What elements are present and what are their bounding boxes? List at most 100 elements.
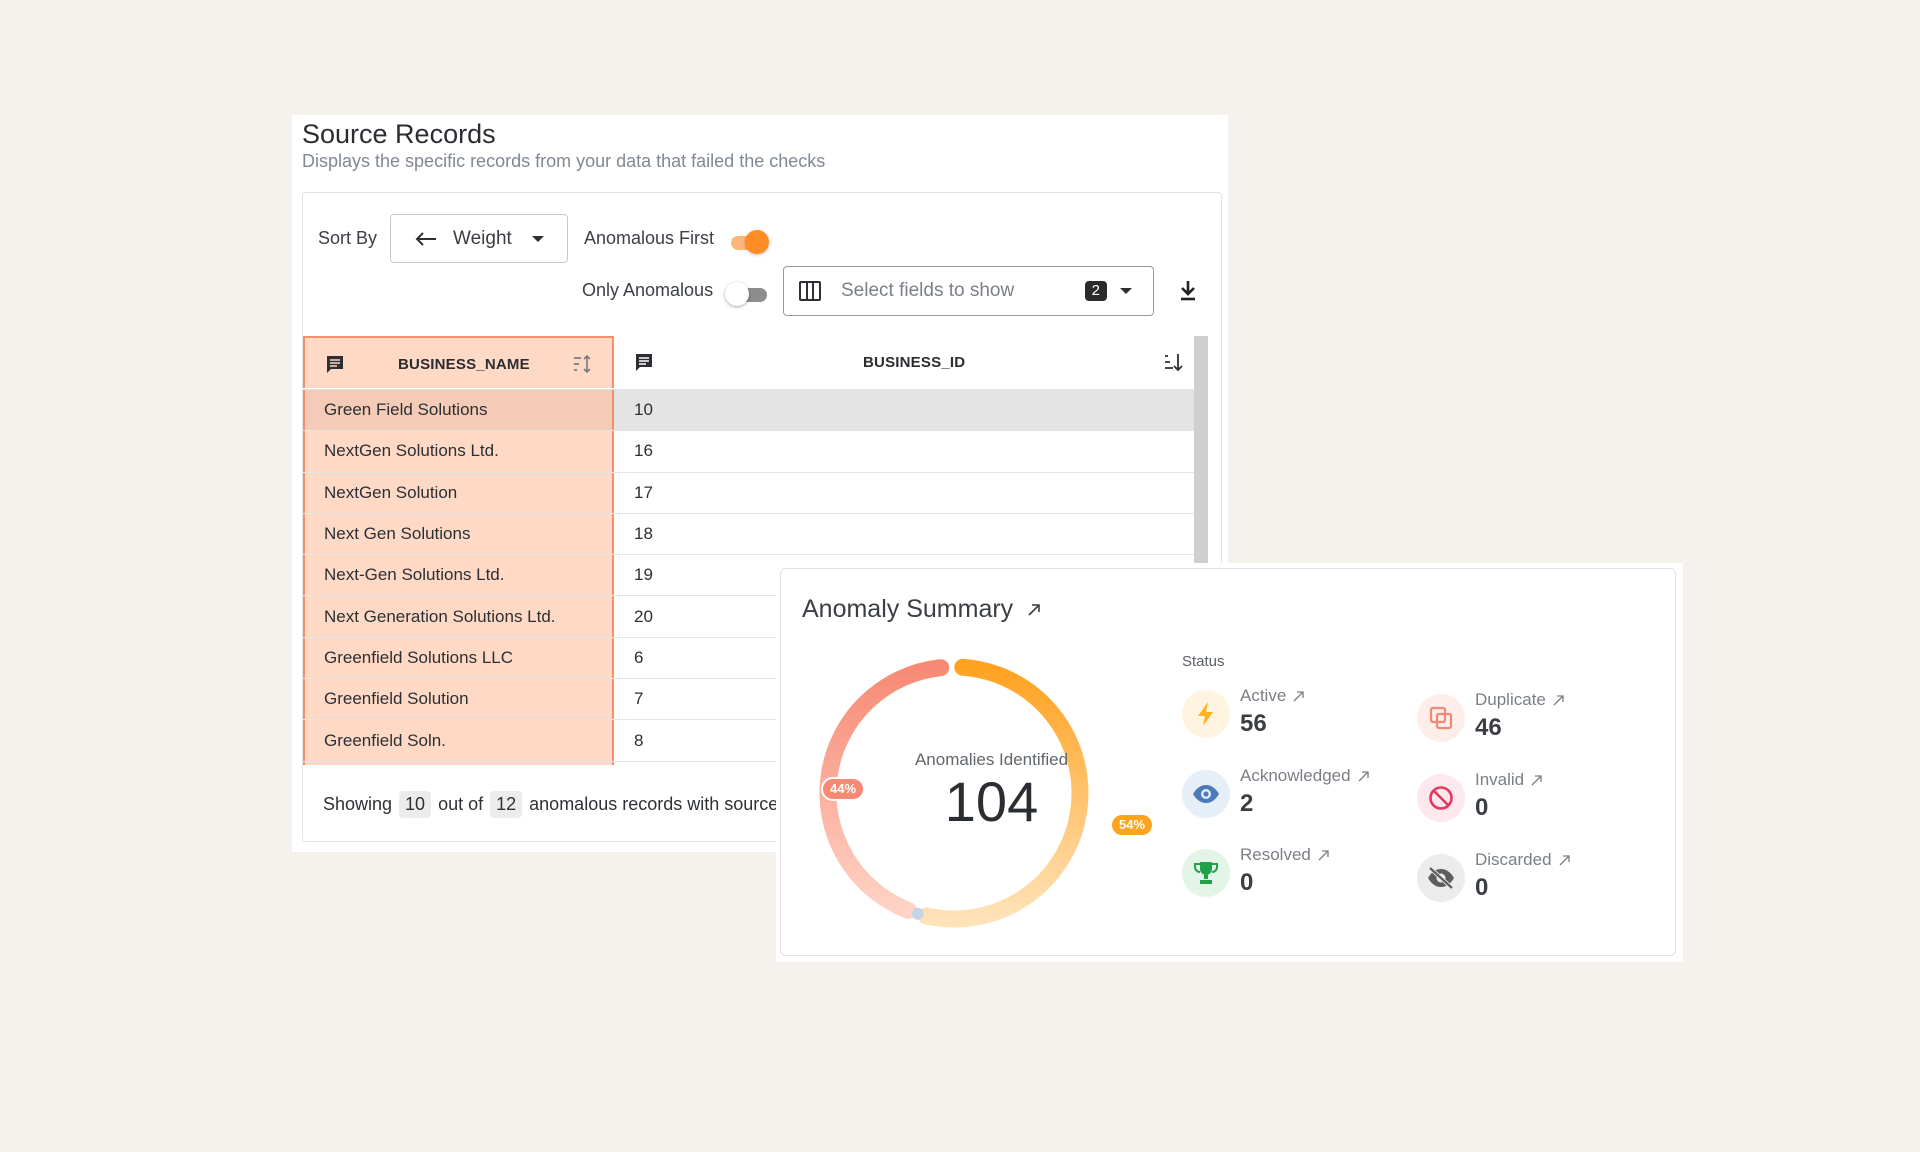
toggle-thumb xyxy=(745,230,769,254)
comment-icon xyxy=(327,356,343,373)
status-name: Discarded xyxy=(1475,850,1570,870)
status-acknowledged[interactable]: Acknowledged 2 xyxy=(1182,766,1402,826)
status-icon-bg xyxy=(1182,690,1230,738)
status-icon-bg xyxy=(1417,854,1465,902)
anomalous-first-toggle[interactable] xyxy=(725,229,769,255)
donut-segment-minor xyxy=(911,907,924,920)
records-panel: Sort By Weight Anomalous First Only Anom… xyxy=(302,192,1222,842)
cell-business-id: 16 xyxy=(634,441,653,461)
anomalies-identified-label: Anomalies Identified xyxy=(914,750,1069,769)
status-duplicate[interactable]: Duplicate 46 xyxy=(1417,690,1637,750)
status-name: Resolved xyxy=(1240,845,1329,865)
cell-business-name: Next Generation Solutions Ltd. xyxy=(303,596,614,637)
eye-off-icon xyxy=(1428,866,1454,890)
table-row[interactable]: Next Generation Solutions Ltd. 20 xyxy=(303,596,1208,638)
footer-suffix: anomalous records with source xyxy=(529,794,779,814)
status-name: Invalid xyxy=(1475,770,1542,790)
table-row[interactable]: Next-Gen Solutions Ltd. 19 xyxy=(303,555,1208,597)
status-value: 56 xyxy=(1240,710,1267,737)
cell-business-name: Green Field Solutions xyxy=(303,390,614,431)
download-icon[interactable] xyxy=(1178,279,1198,301)
footer-out-of: out of xyxy=(438,794,484,814)
cell-business-name: Next-Gen Solutions Ltd. xyxy=(303,555,614,596)
external-link-icon xyxy=(1358,770,1369,781)
sort-icon[interactable] xyxy=(572,354,594,374)
table-body: Green Field Solutions 10 NextGen Solutio… xyxy=(303,390,1208,765)
status-resolved[interactable]: Resolved 0 xyxy=(1182,845,1402,905)
chevron-down-icon xyxy=(1120,288,1132,294)
percent-label-duplicate: 44% xyxy=(821,777,866,801)
external-link-icon xyxy=(1318,849,1329,860)
table-row[interactable]: Greenfield Soln. 8 xyxy=(303,720,1208,762)
page-title: Source Records xyxy=(302,119,496,149)
donut-segment-active[interactable] xyxy=(917,658,1089,928)
sort-select-value: Weight xyxy=(453,227,512,249)
records-table: BUSINESS_NAME BUSINESS_ID xyxy=(303,336,1208,765)
anomaly-summary-card: Anomaly Summary xyxy=(776,563,1683,962)
percent-label-active: 54% xyxy=(1110,813,1155,837)
external-link-icon xyxy=(1531,774,1542,785)
status-icon-bg xyxy=(1417,694,1465,742)
trophy-icon xyxy=(1194,862,1218,884)
anomalies-total: 104 xyxy=(944,770,1039,833)
cell-business-id: 18 xyxy=(634,524,653,544)
comment-icon xyxy=(636,354,652,371)
sort-descending-icon[interactable] xyxy=(1163,352,1185,372)
table-row[interactable]: Greenfield Solution 7 xyxy=(303,679,1208,721)
table-row[interactable]: Green Field Solutions 10 xyxy=(303,390,1208,432)
records-footer: Showing 10 out of 12 anomalous records w… xyxy=(323,791,778,818)
only-anomalous-label: Only Anomalous xyxy=(582,280,714,300)
status-value: 46 xyxy=(1475,714,1502,741)
table-row[interactable]: Next Gen Solutions 18 xyxy=(303,513,1208,556)
copy-icon xyxy=(1429,706,1453,730)
cell-business-name xyxy=(303,761,614,765)
column-label-business-name: BUSINESS_NAME xyxy=(398,356,530,373)
status-icon-bg xyxy=(1417,774,1465,822)
status-icon-bg xyxy=(1182,849,1230,897)
donut-segment-duplicate[interactable] xyxy=(819,659,950,919)
cell-business-id: 8 xyxy=(634,730,644,750)
cell-business-id: 10 xyxy=(614,390,1208,431)
donut-svg xyxy=(819,658,1089,928)
block-icon xyxy=(1429,786,1453,810)
table-row[interactable]: NextGen Solutions Ltd. 16 xyxy=(303,431,1208,473)
table-row[interactable]: Greenfield Solutions LLC 6 xyxy=(303,637,1208,680)
cell-business-name: Greenfield Soln. xyxy=(303,720,614,761)
cell-business-name: Greenfield Solutions LLC xyxy=(303,637,614,679)
page-subtitle: Displays the specific records from your … xyxy=(302,151,826,171)
cell-business-name: NextGen Solutions Ltd. xyxy=(303,431,614,472)
external-link-icon xyxy=(1559,854,1570,865)
table-header: BUSINESS_NAME BUSINESS_ID xyxy=(303,336,1208,390)
cell-business-name: Greenfield Solution xyxy=(303,679,614,720)
footer-showing: Showing xyxy=(323,794,393,814)
cell-business-name: NextGen Solution xyxy=(303,472,614,513)
sort-select[interactable]: Weight xyxy=(390,214,568,263)
anomaly-donut-chart: 44% 54% Anomalies Identified 104 xyxy=(819,641,1164,941)
cell-business-id: 19 xyxy=(634,565,653,585)
external-link-icon xyxy=(1553,694,1564,705)
column-label-business-id: BUSINESS_ID xyxy=(863,354,966,371)
footer-total-count: 12 xyxy=(490,791,523,818)
status-value: 2 xyxy=(1240,790,1254,817)
fields-select[interactable]: Select fields to show 2 xyxy=(783,266,1154,316)
anomalous-first-label: Anomalous First xyxy=(584,228,715,248)
status-active[interactable]: Active 56 xyxy=(1182,686,1402,746)
status-icon-bg xyxy=(1182,770,1230,818)
toggle-thumb xyxy=(725,282,749,306)
fields-count-badge: 2 xyxy=(1084,281,1107,301)
status-invalid[interactable]: Invalid 0 xyxy=(1417,770,1637,830)
status-value: 0 xyxy=(1475,874,1489,901)
anomaly-summary-title-link[interactable]: Anomaly Summary xyxy=(802,595,1041,624)
anomaly-summary-panel: Anomaly Summary xyxy=(780,568,1676,956)
status-heading: Status xyxy=(1182,653,1225,670)
table-row[interactable]: NextGen Solution 17 xyxy=(303,472,1208,514)
only-anomalous-toggle[interactable] xyxy=(725,281,769,307)
cell-business-id: 7 xyxy=(634,689,644,709)
table-row-partial xyxy=(303,761,1208,765)
status-discarded[interactable]: Discarded 0 xyxy=(1417,850,1637,910)
column-header-business-name[interactable]: BUSINESS_NAME xyxy=(303,336,614,388)
external-link-icon xyxy=(1293,690,1304,701)
external-link-icon xyxy=(1028,603,1040,616)
eye-icon xyxy=(1193,785,1219,803)
cell-business-id: 20 xyxy=(634,606,653,626)
